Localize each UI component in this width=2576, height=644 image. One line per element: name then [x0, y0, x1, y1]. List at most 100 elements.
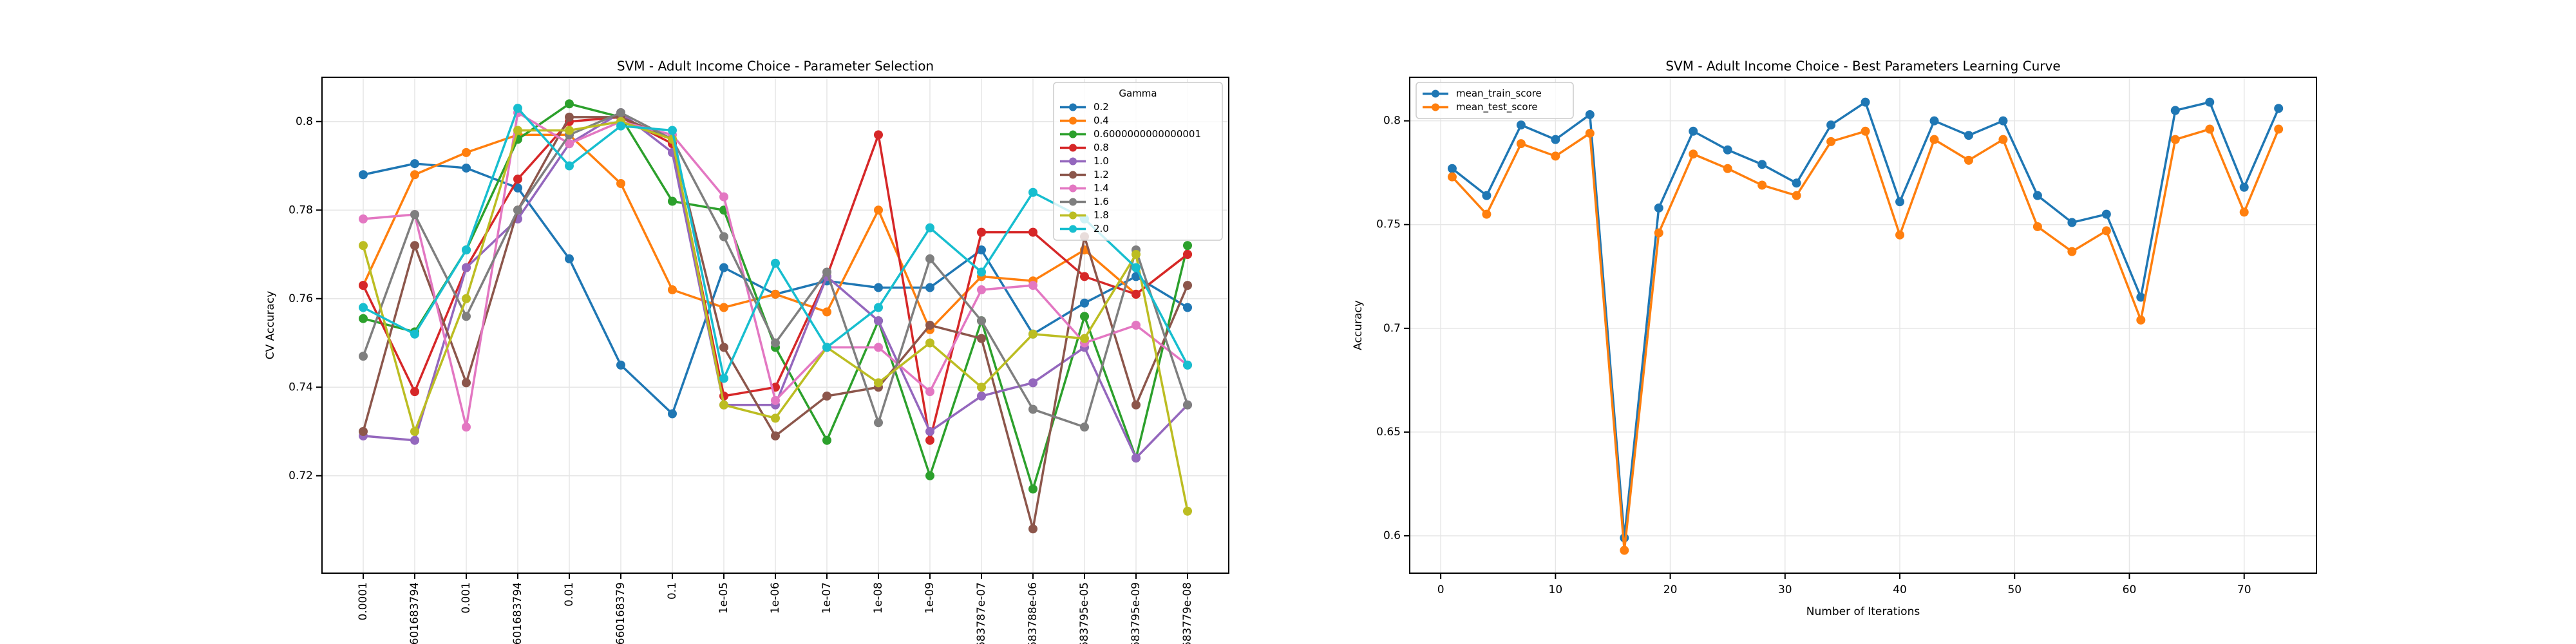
data-point — [513, 175, 522, 184]
legend-label: 2.0 — [1094, 223, 1109, 234]
data-point — [359, 214, 368, 223]
data-point — [1183, 506, 1192, 516]
data-point — [1861, 97, 1870, 107]
data-point — [1620, 545, 1629, 555]
x-tick-label: 0 — [1437, 583, 1444, 596]
data-point — [822, 343, 831, 352]
x-tick-label: 0.0001 — [357, 582, 370, 620]
data-point — [565, 254, 574, 263]
data-point — [1516, 139, 1526, 149]
data-point — [462, 245, 471, 255]
chart-title: SVM - Adult Income Choice - Parameter Se… — [617, 59, 934, 74]
data-point — [719, 343, 728, 352]
data-point — [2136, 315, 2146, 325]
data-point — [1895, 230, 1905, 240]
x-tick-label: 0.01 — [563, 582, 576, 607]
data-point — [874, 130, 883, 140]
data-point — [925, 435, 934, 445]
data-point — [925, 254, 934, 263]
data-point — [668, 196, 677, 206]
data-point — [925, 471, 934, 480]
data-point — [565, 126, 574, 135]
data-point — [874, 343, 883, 352]
data-point — [410, 170, 419, 180]
data-point — [1792, 178, 1801, 188]
x-tick-label: 1e-06 — [769, 582, 782, 614]
data-point — [1551, 151, 1560, 161]
data-point — [410, 241, 419, 251]
data-point — [359, 352, 368, 361]
x-tick-label: 3.1622776601683795e-05 — [1078, 582, 1091, 644]
data-point — [359, 427, 368, 436]
data-point — [1183, 250, 1192, 259]
y-axis-label: Accuracy — [1352, 300, 1365, 350]
data-point — [719, 192, 728, 202]
x-tick-label: 1e-08 — [872, 582, 885, 614]
legend-label: 1.6 — [1094, 196, 1109, 207]
data-point — [771, 289, 780, 299]
data-point — [1826, 120, 1836, 130]
series-line — [1451, 100, 2280, 538]
x-tick-label: 20 — [1663, 583, 1678, 596]
data-point — [1028, 524, 1037, 534]
x-tick-label: 3.1622776601683787e-07 — [975, 582, 988, 644]
axes-frame — [321, 77, 1229, 574]
data-point — [616, 121, 625, 131]
y-tick-label: 0.8 — [1383, 115, 1401, 128]
data-point — [1028, 281, 1037, 290]
data-point — [410, 387, 419, 397]
data-point — [1861, 126, 1870, 136]
data-point — [771, 413, 780, 423]
data-point — [462, 422, 471, 432]
data-point — [410, 427, 419, 436]
data-point — [565, 99, 574, 109]
data-point — [977, 245, 986, 255]
y-tick-label: 0.74 — [289, 381, 313, 393]
data-point — [719, 263, 728, 272]
y-tick-label: 0.78 — [289, 204, 313, 216]
legend-marker — [1069, 103, 1077, 111]
y-tick-label: 0.6 — [1383, 529, 1401, 542]
data-point — [616, 360, 625, 370]
x-tick-label: 40 — [1893, 583, 1907, 596]
data-point — [2205, 97, 2215, 107]
data-point — [1895, 197, 1905, 207]
data-point — [2170, 135, 2180, 144]
data-point — [822, 307, 831, 317]
y-tick-label: 0.72 — [289, 469, 313, 482]
data-point — [719, 303, 728, 312]
data-point — [616, 179, 625, 188]
data-point — [1482, 191, 1492, 200]
data-point — [925, 387, 934, 397]
legend-box — [1053, 82, 1223, 241]
x-tick-label: 0.00031622776601683794 — [408, 582, 421, 644]
legend-label: 1.0 — [1094, 155, 1109, 167]
legend-marker — [1069, 117, 1077, 125]
data-point — [1080, 298, 1089, 308]
data-point — [822, 435, 831, 445]
data-point — [410, 210, 419, 220]
data-point — [925, 321, 934, 330]
data-point — [1183, 241, 1192, 251]
data-point — [1132, 250, 1141, 259]
data-point — [359, 241, 368, 251]
legend-marker — [1069, 144, 1077, 152]
data-point — [977, 334, 986, 343]
data-point — [874, 316, 883, 326]
data-point — [1028, 227, 1037, 237]
legend-marker — [1069, 198, 1077, 206]
y-tick-label: 0.7 — [1383, 322, 1401, 335]
data-point — [513, 183, 522, 193]
data-point — [874, 303, 883, 312]
data-point — [771, 431, 780, 440]
x-tick-label: 0.001 — [460, 582, 473, 614]
data-point — [1028, 329, 1037, 339]
x-tick-label: 0.03162277660168379 — [614, 582, 627, 644]
data-point — [1080, 422, 1089, 432]
data-point — [2032, 222, 2042, 231]
data-point — [1183, 303, 1192, 312]
data-point — [1585, 109, 1595, 119]
